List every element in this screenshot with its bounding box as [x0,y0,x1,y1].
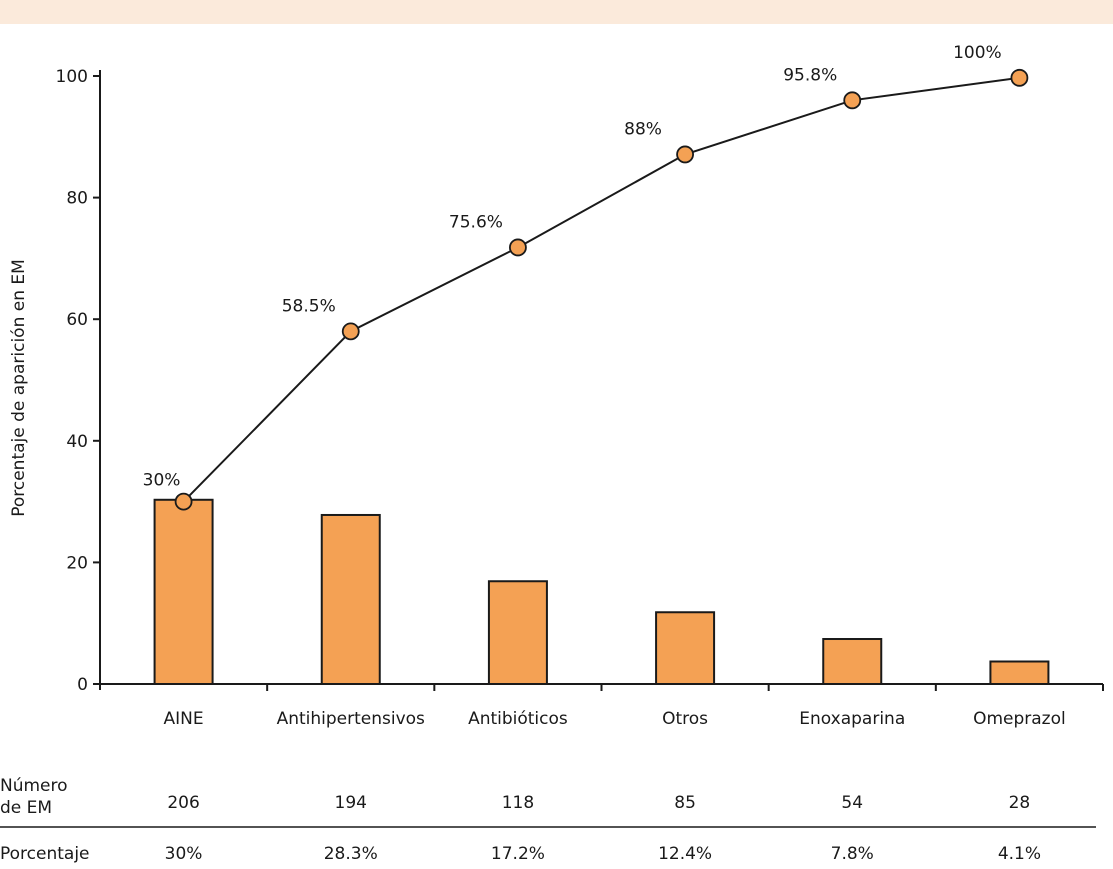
table-cell: 28 [1009,793,1031,813]
x-category-label: Antibióticos [468,709,568,729]
table-cell: 4.1% [998,844,1041,864]
bar-otros [655,611,716,685]
line-point-label: 30% [143,471,181,491]
table-row-label: de EM [0,798,52,818]
table-cell: 30% [165,844,203,864]
table-cell: 17.2% [491,844,545,864]
y-tick-label: 20 [66,553,88,573]
bar-enoxaparina [822,638,883,685]
line-point-marker [509,238,527,257]
chart-labels: AINE Antihipertensivos Antibióticos Otros En… [143,43,1066,729]
cumulative-line [182,76,1020,503]
table-cell: 28.3% [324,844,378,864]
line-point-marker [1010,68,1029,87]
x-category-label: Omeprazol [973,709,1066,729]
y-tick-label: 80 [66,189,88,209]
line-point-marker [341,322,360,341]
line-point-label: 75.6% [449,212,503,232]
y-tick-label: 40 [66,432,88,452]
line-point-marker [174,492,193,511]
y-tick-label: 0 [77,675,88,695]
bar-omeprazol [989,660,1050,686]
x-category-label: Enoxaparina [799,709,905,729]
table-cell: 54 [841,793,863,813]
line-point-label: 95.8% [783,65,837,85]
x-category-label: Otros [662,709,708,729]
x-category-label: AINE [164,709,204,729]
y-tick-label: 60 [66,310,88,330]
line-point-label: 88% [624,119,662,139]
y-tick-label: 100 [56,67,88,87]
y-axis-title: Porcentaje de aparición en EM [9,259,29,517]
table-cell: 194 [335,793,367,813]
line-point-label: 58.5% [282,296,336,316]
table-cell: 12.4% [658,844,712,864]
cumulative-line-series [174,68,1029,511]
bar-series [153,498,1050,686]
table-cell: 118 [502,793,534,813]
top-color-band [0,0,1113,24]
chart-axes: 0 20 40 60 80 100 Porcentaje de aparición en E… [9,67,1104,695]
table-row-label: Porcentaje [0,844,90,864]
table-cell: 206 [167,793,199,813]
x-category-label: Antihipertensivos [277,709,425,729]
table-cell: 85 [674,793,696,813]
line-point-marker [676,145,694,164]
line-point-marker [843,91,862,110]
line-point-label: 100% [953,43,1002,63]
bar-antihipertensivos [320,513,381,686]
bar-aine [153,498,214,685]
table-row-label: Número [0,776,68,796]
table-cell: 7.8% [831,844,874,864]
bar-antibi-ticos [487,580,548,685]
